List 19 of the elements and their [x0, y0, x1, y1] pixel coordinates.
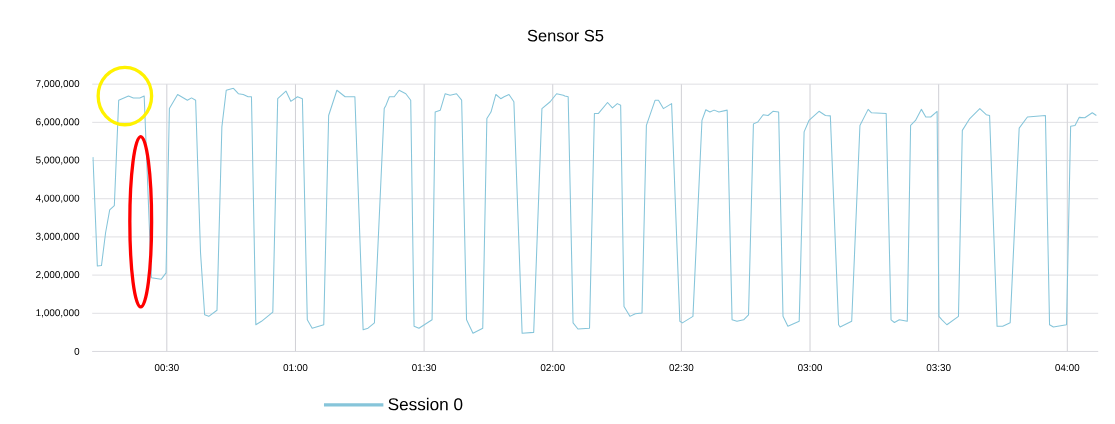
x-tick-label: 00:30: [154, 364, 179, 372]
y-tick-label: 1,000,000: [36, 309, 80, 318]
y-tick-label: 3,000,000: [35, 232, 80, 242]
y-tick-label: 2,000,000: [36, 271, 80, 280]
chart-title: Sensor S5: [527, 29, 604, 42]
x-tick-label: 04:00: [1055, 364, 1080, 372]
x-tick-label: 03:00: [798, 364, 823, 372]
y-tick-label: 6,000,000: [36, 118, 80, 127]
line-series: [92, 87, 1097, 334]
x-tick-label: 03:30: [926, 364, 951, 372]
y-tick-label: 0: [74, 348, 80, 356]
x-tick-label: 02:30: [669, 364, 694, 372]
x-tick-label: 01:30: [412, 364, 437, 372]
y-tick-label: 5,000,000: [35, 156, 80, 165]
legend-label: Session 0: [388, 397, 463, 411]
x-tick-label: 02:00: [540, 364, 565, 372]
y-tick-label: 7,000,000: [36, 80, 80, 89]
x-tick-label: 01:00: [283, 364, 308, 372]
y-tick-label: 4,000,000: [35, 194, 80, 203]
